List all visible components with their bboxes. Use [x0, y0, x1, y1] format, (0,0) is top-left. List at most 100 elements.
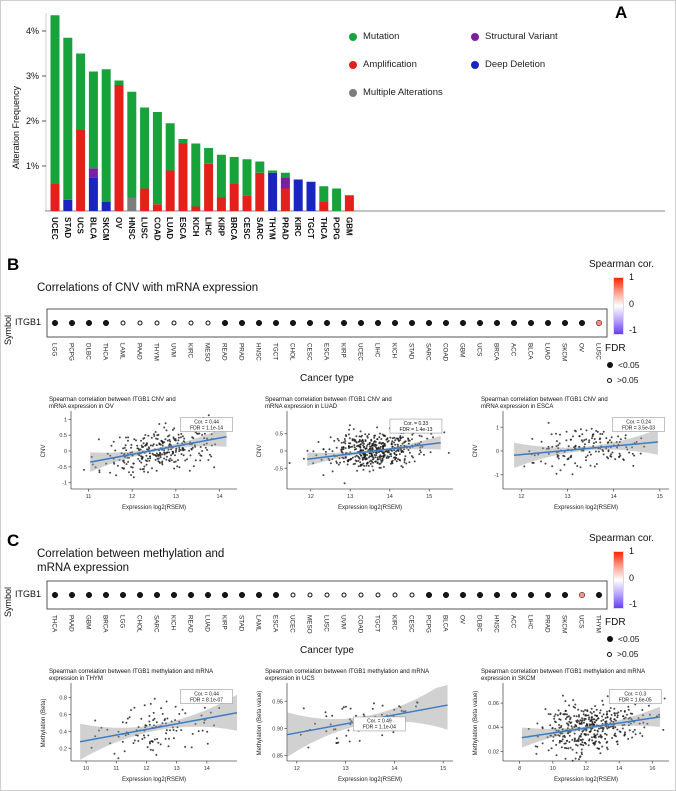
cor-dot — [51, 319, 59, 327]
x-tick-label: 13 — [564, 494, 570, 500]
cancer-label: OV — [459, 615, 466, 625]
bar-segment-mutation — [216, 154, 226, 198]
fdr-sig-dot-icon — [607, 362, 613, 368]
cor-dot — [595, 591, 603, 599]
scatter-cnv-esca: Spearman correlation between ITGB1 CNV a… — [473, 397, 669, 511]
cor-dot — [154, 320, 160, 326]
bar-segment-mutation — [88, 71, 98, 169]
stats-box — [180, 417, 233, 432]
x-tick-label: 13 — [347, 494, 353, 500]
y-tick-label: 0 — [280, 449, 283, 455]
cor-dot — [120, 320, 126, 326]
x-axis-label: Expression log2(RSEM) — [122, 777, 186, 783]
bar-segment-mutation — [50, 15, 60, 184]
cor-dot — [272, 319, 280, 327]
bar-segment-multiple_alterations — [127, 197, 137, 211]
fdr-title: FDR — [605, 343, 626, 354]
y-tick-label: -1 — [62, 481, 67, 487]
legend-item: Mutation — [349, 31, 399, 42]
cor-dot — [409, 592, 415, 598]
scatter-cnv-luad: Spearman correlation between ITGB1 CNV a… — [257, 397, 453, 511]
bar-label: COAD — [152, 217, 161, 241]
cor-dot — [153, 591, 161, 599]
cancer-label: HNSC — [493, 615, 500, 633]
x-tick-label: 12 — [143, 766, 149, 772]
cancer-label: LIHC — [374, 343, 381, 358]
scatter-title: Spearman correlation between ITGB1 CNV a… — [265, 397, 392, 403]
bar-label: KIRP — [216, 217, 225, 237]
cancer-label: KICH — [391, 343, 398, 358]
cancer-label: THYM — [595, 615, 602, 633]
cancer-label: ACC — [510, 615, 517, 629]
scatter-title: Spearman correlation between ITGB1 methy… — [49, 669, 213, 675]
fdr-sig-label: <0.05 — [618, 360, 640, 370]
scatter-title: Spearman correlation between ITGB1 methy… — [481, 669, 645, 675]
y-axis-label: CNV — [41, 445, 47, 458]
cor-dot — [340, 319, 348, 327]
panel-b-title: Correlations of CNV with mRNA expression — [37, 282, 259, 294]
cancer-label: MESO — [306, 615, 313, 634]
bar-segment-amplification — [152, 204, 162, 211]
regression-line — [79, 711, 238, 743]
bar-label: GBM — [344, 217, 353, 236]
bar-segment-mutation — [204, 148, 214, 164]
bar-segment-mutation — [178, 139, 188, 144]
bar-segment-mutation — [165, 123, 175, 171]
bar-segment-amplification — [140, 188, 150, 211]
scale-mid-label: 0 — [629, 573, 635, 583]
y-tick-label: 1 — [496, 425, 499, 431]
cancer-label: LIHC — [527, 615, 534, 630]
fdr-sig-row: <0.05 — [607, 360, 640, 370]
cancer-label: SARC — [153, 615, 160, 633]
bar-segment-mutation — [63, 37, 73, 200]
cor-dot — [510, 319, 518, 327]
bar-label: LIHC — [204, 217, 213, 236]
y-tick-label: 0.5 — [59, 433, 67, 439]
bar-segment-structural_variant — [280, 177, 290, 189]
x-tick-label: 11 — [86, 494, 92, 500]
cancer-label: PCPG — [68, 343, 75, 361]
cor-dot — [102, 319, 110, 327]
cancer-label: BLCA — [527, 343, 534, 360]
y-tick-label: 0.5 — [275, 432, 283, 438]
cor-dot — [306, 319, 314, 327]
spearman-legend-b: Spearman cor. 1 0 -1 FDR <0.05 >0.05 — [585, 259, 675, 409]
y-tick-label: 0.90 — [272, 726, 283, 732]
panel-c-gene-label: ITGB1 — [15, 589, 42, 599]
bar-segment-amplification — [50, 184, 60, 211]
cor-dot — [476, 319, 484, 327]
bar-segment-amplification — [165, 170, 175, 211]
bar-segment-mutation — [101, 69, 111, 202]
methylation-dot-plot: THCA PAAD GBM BRCA LGG CHOL SARC KICH READ LUAD KI… — [46, 580, 608, 634]
x-tick-label: 14 — [391, 766, 397, 772]
cancer-label: LAML — [255, 615, 262, 632]
bar-segment-amplification — [178, 143, 188, 211]
cancer-label: CESC — [306, 343, 313, 361]
panel-a-label: A — [615, 3, 628, 22]
panel-b-gene-label: ITGB1 — [15, 317, 42, 327]
cor-dot — [595, 319, 603, 327]
y-tick-label: 0.6 — [59, 713, 67, 719]
cor-dot — [221, 319, 229, 327]
cor-dot — [68, 591, 76, 599]
cor-dot — [119, 591, 127, 599]
bar-label: KICH — [191, 217, 200, 237]
amplification-legend-dot-icon — [349, 60, 357, 69]
bar-label: SKCM — [101, 217, 110, 241]
cancer-label: THYM — [153, 343, 160, 361]
spearman-gradient — [613, 277, 624, 335]
cor-dot — [578, 319, 586, 327]
bar-label: BLCA — [88, 217, 97, 239]
cor-dot — [510, 591, 518, 599]
cancer-label: ESCA — [272, 615, 279, 633]
x-axis-label: Expression log2(RSEM) — [338, 505, 402, 511]
legend-item: Multiple Alterations — [349, 87, 443, 98]
bar-label: LUSC — [140, 217, 149, 239]
fdr-sig-label: <0.05 — [618, 634, 640, 644]
multiple_alterations-legend-dot-icon — [349, 88, 357, 97]
cor-dot — [272, 591, 280, 599]
fdr-nonsig-row: >0.05 — [607, 649, 639, 659]
bar-segment-mutation — [127, 91, 137, 198]
bar-label: KIRC — [293, 217, 302, 237]
